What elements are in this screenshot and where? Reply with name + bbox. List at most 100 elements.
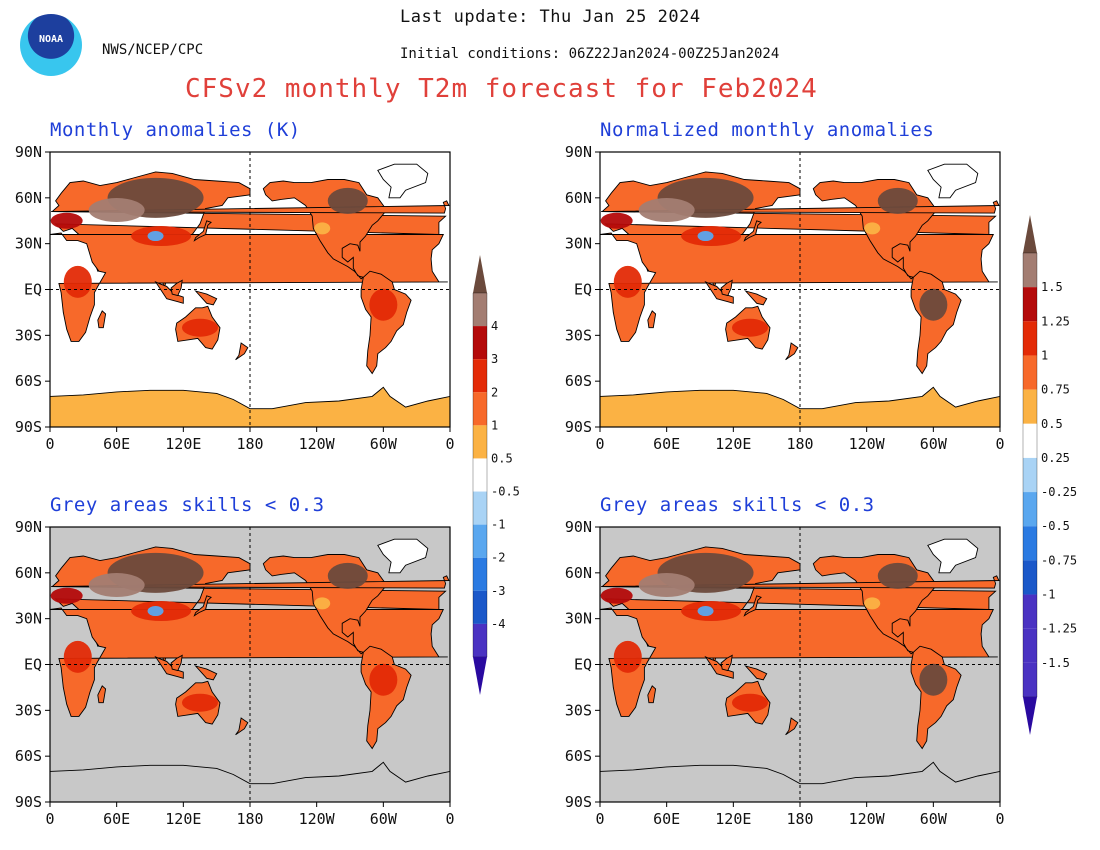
- colorbar-segment: [1023, 526, 1037, 561]
- anomaly-europe: [600, 587, 633, 604]
- land-nz: [235, 342, 249, 361]
- anomaly-europe: [50, 212, 83, 229]
- colorbar-label: 4: [491, 319, 498, 333]
- lon-tick-label: 0: [445, 435, 454, 453]
- lon-tick-label: 60W: [370, 435, 398, 453]
- land-madagascar: [97, 310, 107, 329]
- anomaly-canada: [327, 562, 368, 589]
- lat-tick-label: 30S: [15, 701, 42, 719]
- land-japan: [193, 595, 212, 617]
- anomaly-australia: [732, 693, 768, 712]
- lat-tick-label: 90S: [565, 793, 592, 811]
- land-borneo: [720, 279, 733, 297]
- land-greenland: [927, 538, 979, 574]
- land-indonesia: [154, 655, 184, 679]
- colorbar-label: -0.75: [1041, 553, 1077, 567]
- colorbar-segment: [473, 359, 487, 393]
- colorbar-label: 1: [1041, 348, 1048, 362]
- colorbar-segment: [1023, 321, 1037, 356]
- anomaly-canada: [877, 187, 918, 214]
- colorbar-segment: [473, 425, 487, 459]
- land-ng: [744, 665, 768, 681]
- lon-tick-label: 120W: [849, 435, 886, 453]
- lat-tick-label: 60S: [565, 372, 592, 390]
- land-nz: [785, 342, 799, 361]
- anomaly-europe: [50, 587, 83, 604]
- colorbar-segment: [473, 590, 487, 624]
- lon-tick-label: 120E: [715, 435, 751, 453]
- land-greenland: [927, 163, 979, 199]
- land-greenland: [377, 538, 429, 574]
- anomaly-us-west: [864, 597, 881, 610]
- land-madagascar: [647, 685, 657, 704]
- colorbar-label: 0.5: [1041, 417, 1063, 431]
- colorbar-segment: [473, 326, 487, 360]
- lon-tick-label: 120E: [715, 810, 751, 828]
- lon-tick-label: 120E: [165, 810, 201, 828]
- land-nz: [785, 717, 799, 736]
- colorbar-segment: [473, 392, 487, 426]
- anomaly-central-asia: [88, 573, 145, 598]
- lat-tick-label: 90N: [15, 143, 42, 161]
- panel-title-normalized: Normalized monthly anomalies: [600, 119, 935, 141]
- land-borneo: [170, 654, 183, 672]
- colorbar-segment: [473, 557, 487, 591]
- land-antarctica: [50, 761, 450, 802]
- anomaly-australia: [732, 318, 768, 337]
- anomaly-central-asia: [638, 198, 695, 223]
- anomaly-tibet-cold: [697, 606, 714, 617]
- anomaly-canada: [877, 562, 918, 589]
- agency-label: NWS/NCEP/CPC: [102, 42, 204, 58]
- anomaly-us-west: [864, 222, 881, 235]
- lat-tick-label: 30S: [565, 326, 592, 344]
- lat-tick-label: 90N: [15, 518, 42, 536]
- land-antarctica: [50, 386, 450, 427]
- anomaly-south-america: [919, 288, 948, 321]
- lon-tick-label: 120W: [299, 810, 336, 828]
- colorbar-label: 1: [491, 418, 498, 432]
- colorbar-segment: [1023, 662, 1037, 697]
- colorbar-label: 1.5: [1041, 280, 1063, 294]
- lat-tick-label: 60S: [15, 747, 42, 765]
- lon-tick-label: 60W: [920, 435, 948, 453]
- lat-tick-label: 60N: [15, 189, 42, 207]
- anomaly-africa: [63, 265, 92, 298]
- lat-tick-label: 90N: [565, 518, 592, 536]
- colorbar-segment: [1023, 287, 1037, 322]
- colorbar-normalized: 1.5 1.25 1 0.75 0.5 0.25 -0.25 -0.5 -0.75 -1 -1.25…: [1022, 215, 1077, 735]
- land-indonesia: [704, 655, 734, 679]
- lon-tick-label: 180: [236, 810, 263, 828]
- land-ng: [744, 290, 768, 306]
- anomaly-tibet-cold: [697, 231, 714, 242]
- colorbar-label: 0.25: [1041, 451, 1070, 465]
- colorbar-segment: [1023, 594, 1037, 629]
- initial-conditions: Initial conditions: 06Z22Jan2024-00Z25Ja…: [400, 46, 780, 62]
- anomaly-africa: [613, 640, 642, 673]
- anomaly-canada: [327, 187, 368, 214]
- colorbar-label: -0.5: [1041, 519, 1070, 533]
- anomaly-central-asia: [638, 573, 695, 598]
- lon-tick-label: 180: [786, 810, 813, 828]
- colorbar-segment: [1023, 457, 1037, 493]
- anomaly-africa: [613, 265, 642, 298]
- land-ng: [194, 665, 218, 681]
- lon-tick-label: 60W: [370, 810, 398, 828]
- lon-tick-label: 60E: [103, 435, 130, 453]
- colorbar-label: 3: [491, 352, 498, 366]
- anomaly-us-west: [314, 597, 331, 610]
- lat-tick-label: 30S: [565, 701, 592, 719]
- noaa-logo: NOAA: [20, 14, 82, 76]
- land-madagascar: [647, 310, 657, 329]
- land-madagascar: [97, 685, 107, 704]
- lon-tick-label: 0: [595, 810, 604, 828]
- land-africa: [600, 607, 998, 717]
- lat-tick-label: 90S: [565, 418, 592, 436]
- colorbar-segment: [473, 524, 487, 558]
- colorbar-top-arrow: [1023, 215, 1037, 253]
- land-borneo: [720, 654, 733, 672]
- colorbar-segment: [1023, 355, 1037, 390]
- colorbar-label: -1.5: [1041, 656, 1070, 670]
- land-japan: [193, 220, 212, 242]
- colorbar-label: -0.5: [491, 485, 520, 499]
